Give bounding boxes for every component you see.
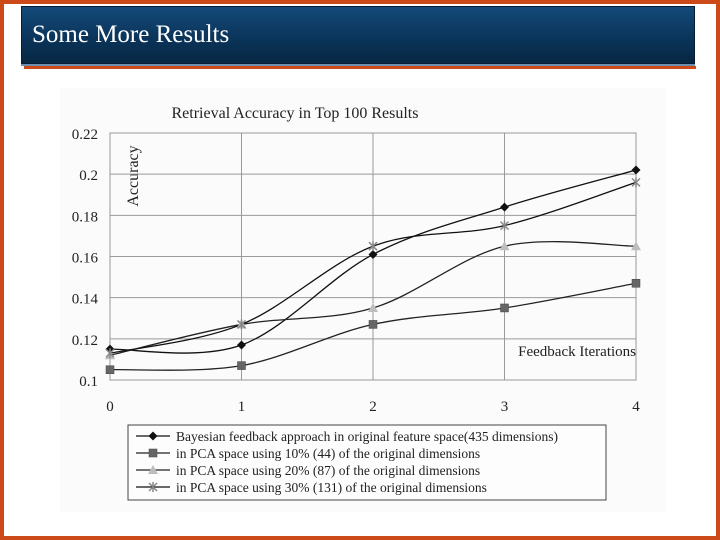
y-tick-label: 0.14 [72,292,99,308]
x-tick-label: 0 [106,399,114,415]
slide-title-bar: Some More Results [21,6,695,64]
slide-title: Some More Results [32,21,230,48]
y-tick-label: 0.22 [72,127,98,143]
series-2-point [237,361,246,370]
legend-entry-2: in PCA space using 10% (44) of the origi… [176,446,480,461]
title-underline [24,66,696,69]
accuracy-chart: Retrieval Accuracy in Top 100 Results Ac… [72,105,641,501]
x-tick-label: 3 [501,399,509,415]
y-tick-label: 0.18 [72,209,98,225]
y-tick-label: 0.1 [79,374,98,390]
series-4-point [105,348,115,359]
series-1-point [368,249,378,259]
legend-marker-1 [148,431,158,441]
legend-marker-4 [148,482,158,492]
x-tick-label: 4 [632,399,640,415]
x-tick-label: 1 [238,399,246,415]
x-axis-label: Feedback Iterations [518,344,636,360]
y-tick-label: 0.12 [72,333,98,349]
legend-box [127,424,607,501]
x-tick-label: 2 [369,399,377,415]
series-3-point [368,302,378,312]
legend-entry-4: in PCA space using 30% (131) of the orig… [176,480,487,495]
legend-marker-2 [148,448,158,458]
series-2-point [368,320,378,329]
series-1-point [500,202,509,212]
legend: Bayesian feedback approach in original f… [127,424,607,501]
series-3-point [631,241,641,251]
y-tick-label: 0.2 [79,168,98,184]
series-1-point [237,340,246,350]
legend-entry-3: in PCA space using 20% (87) of the origi… [176,463,480,478]
series-3-point [499,241,510,251]
legend-marker-3 [148,465,158,474]
chart-title: Retrieval Accuracy in Top 100 Results [172,105,419,122]
y-axis-label: Accuracy [125,145,142,206]
series-4-point [368,241,378,252]
series-4-point [236,319,247,330]
series-4-point [499,220,510,231]
series-2-point [500,303,509,313]
y-tick-label: 0.16 [72,251,99,267]
series-2-point [105,365,115,374]
legend-entry-1: Bayesian feedback approach in original f… [176,429,558,444]
series-4-point [631,177,641,188]
series-1-point [631,165,641,175]
series-2-point [631,279,641,288]
chart-figure: Retrieval Accuracy in Top 100 Results Ac… [60,88,666,512]
